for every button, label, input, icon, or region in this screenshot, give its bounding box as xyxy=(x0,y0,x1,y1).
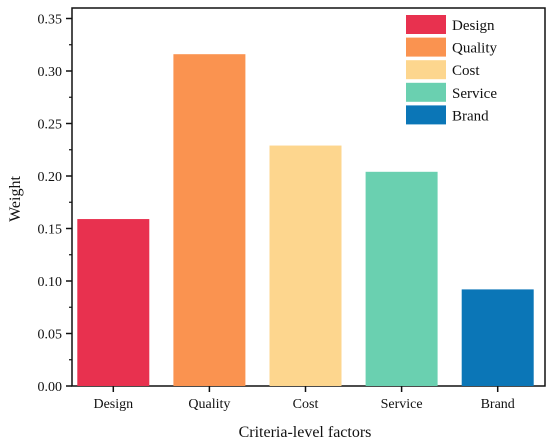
bar-design xyxy=(77,219,150,386)
legend-label: Quality xyxy=(452,41,497,57)
legend-swatch-quality xyxy=(406,37,446,57)
legend-label: Cost xyxy=(452,63,480,79)
x-axis-label: Criteria-level factors xyxy=(239,424,372,441)
legend-label: Design xyxy=(452,18,495,34)
legend-swatch-cost xyxy=(406,60,446,80)
legend-label: Service xyxy=(452,86,497,102)
y-tick-label: 0.00 xyxy=(38,380,63,395)
legend-swatch-design xyxy=(406,15,446,34)
y-tick-label: 0.25 xyxy=(38,118,63,133)
y-tick-label: 0.35 xyxy=(38,13,63,28)
x-tick-label: Quality xyxy=(188,397,230,412)
y-tick-label: 0.15 xyxy=(38,223,63,238)
bar-service xyxy=(365,171,438,386)
legend-swatch-service xyxy=(406,82,446,102)
bar-brand xyxy=(461,289,534,386)
x-tick-label: Service xyxy=(381,397,423,412)
y-tick-label: 0.30 xyxy=(38,65,63,80)
bar-cost xyxy=(269,145,342,386)
x-tick-label: Design xyxy=(93,397,133,412)
x-tick-label: Cost xyxy=(293,397,319,412)
y-tick-label: 0.05 xyxy=(38,328,63,343)
legend-label: Brand xyxy=(452,108,489,124)
y-tick-label: 0.10 xyxy=(38,275,63,290)
y-axis-label: Weight xyxy=(7,176,24,222)
x-tick-label: Brand xyxy=(481,397,515,412)
legend-swatch-brand xyxy=(406,105,446,125)
bar-quality xyxy=(173,54,246,386)
y-tick-label: 0.20 xyxy=(38,170,63,185)
